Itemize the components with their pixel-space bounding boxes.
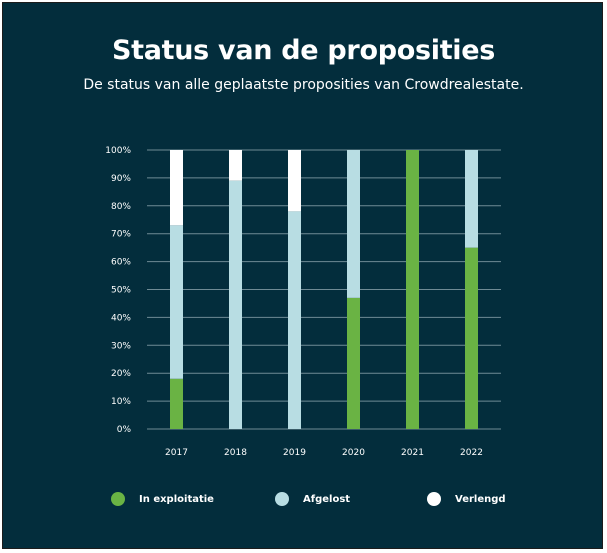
bar-2017-afgelost (170, 225, 183, 379)
y-tick-label: 30% (111, 341, 131, 351)
legend-label-afgelost: Afgelost (303, 493, 351, 505)
y-tick-label: 20% (111, 369, 131, 379)
chart-frame: Status van de proposities De status van … (2, 2, 603, 549)
bar-2017-in-exploitatie (170, 378, 183, 429)
legend-item-afgelost: Afgelost (275, 490, 350, 508)
stacked-bar-chart: 0%10%20%30%40%50%60%70%80%90%100% 2017 20… (105, 146, 501, 458)
y-tick-label: 70% (111, 230, 131, 240)
y-tick-label: 40% (111, 313, 131, 323)
bar-2020-in-exploitatie (347, 297, 360, 429)
chart-title: Status van de proposities (111, 35, 496, 66)
y-tick-label: 80% (111, 202, 131, 212)
y-tick-label: 0% (117, 425, 132, 435)
grid-lines (147, 149, 501, 430)
bar-2018-afgelost (229, 180, 242, 429)
x-tick-label: 2018 (224, 448, 247, 458)
y-tick-label: 90% (111, 174, 131, 184)
bar-2022-in-exploitatie (465, 247, 478, 429)
bar-2019-verlengd (288, 150, 301, 212)
legend-item-exploitatie: In exploitatie (111, 490, 214, 508)
legend-swatch-exploitatie (111, 492, 125, 506)
bar-2020-afgelost (347, 150, 360, 298)
bar-2018-verlengd (229, 150, 242, 181)
x-tick-label: 2017 (165, 448, 188, 458)
y-tick-label: 60% (111, 258, 131, 268)
bar-2022-afgelost (465, 150, 478, 248)
legend-label-verlengd: Verlengd (455, 493, 506, 505)
x-tick-label: 2022 (460, 448, 483, 458)
bar-2019-afgelost (288, 211, 301, 429)
y-tick-label: 50% (111, 286, 131, 296)
legend-swatch-afgelost (275, 492, 289, 506)
bar-2021-in-exploitatie (406, 150, 419, 429)
x-tick-label: 2019 (283, 448, 306, 458)
x-axis-ticks: 2017 2018 2019 2020 2021 2022 (165, 448, 483, 458)
y-tick-label: 100% (105, 146, 131, 156)
x-tick-label: 2021 (401, 448, 424, 458)
y-tick-label: 10% (111, 397, 131, 407)
legend-swatch-verlengd (427, 492, 441, 506)
x-tick-label: 2020 (342, 448, 365, 458)
chart-subtitle: De status van alle geplaatste propositie… (83, 77, 524, 93)
bars (170, 150, 478, 429)
y-axis-ticks: 0% 10% 20% 30% 40% 50% 60% 70% 80% 90% 100% (105, 146, 131, 435)
legend-item-verlengd: Verlengd (427, 490, 506, 508)
legend-label-exploitatie: In exploitatie (139, 493, 214, 505)
bar-2017-verlengd (170, 150, 183, 226)
